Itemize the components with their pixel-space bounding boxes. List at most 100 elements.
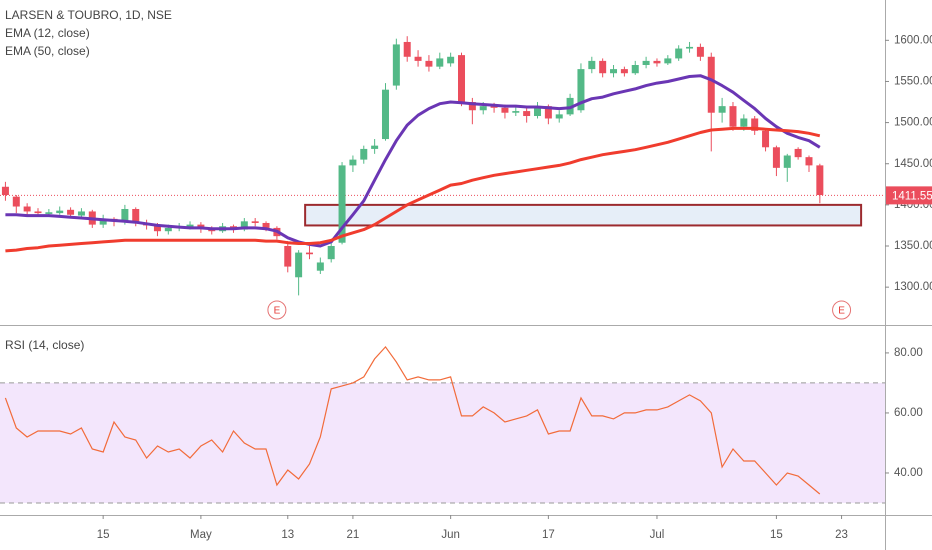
- y-tick-label: 1350.00: [894, 240, 932, 252]
- candle-body: [392, 44, 400, 86]
- event-marker: [832, 300, 852, 320]
- ema-line: [5, 126, 821, 253]
- candle-body: [544, 106, 552, 119]
- candle-body: [490, 106, 498, 108]
- candle-body: [295, 252, 303, 278]
- candle-body: [1, 186, 9, 195]
- last-price-box: [886, 186, 932, 205]
- rsi-line: [4, 345, 821, 495]
- candle-body: [783, 155, 791, 168]
- candle-body: [664, 58, 672, 64]
- y-tick-label: 40.00: [894, 467, 923, 479]
- candle-body: [805, 157, 813, 166]
- x-tick-label: May: [190, 529, 212, 541]
- candle-body: [349, 159, 357, 166]
- candle-body: [772, 147, 780, 168]
- candle-body: [751, 118, 759, 131]
- candle-body: [729, 106, 737, 127]
- x-tick-label: Jun: [441, 529, 460, 541]
- candle-body: [23, 206, 31, 212]
- candle-body: [381, 89, 389, 140]
- candle-body: [816, 165, 824, 195]
- y-tick-label: 60.00: [894, 407, 923, 419]
- x-tick-label: 13: [281, 529, 294, 541]
- candle-body: [67, 209, 75, 215]
- candle-body: [327, 246, 335, 260]
- candle-body: [675, 48, 683, 59]
- ema-line: [5, 74, 821, 248]
- candle-body: [240, 221, 248, 230]
- legend-entry: EMA (12, close): [5, 26, 90, 40]
- candle-body: [316, 262, 324, 271]
- legend-entry: EMA (50, close): [5, 44, 90, 58]
- candle-body: [99, 219, 107, 225]
- candle-body: [371, 145, 379, 149]
- candle-body: [458, 55, 466, 103]
- candle-body: [403, 41, 411, 57]
- candle-body: [305, 252, 313, 255]
- x-tick-label: 15: [97, 529, 110, 541]
- candle-body: [653, 60, 661, 64]
- candle-body: [479, 106, 487, 111]
- candle-body: [414, 56, 422, 61]
- candle-body: [599, 60, 607, 74]
- candle-body: [501, 107, 509, 113]
- candle-body: [534, 106, 542, 117]
- event-label: E: [274, 306, 281, 317]
- candle-body: [34, 211, 42, 214]
- candle-body: [468, 102, 476, 111]
- y-tick-label: 1500.00: [894, 117, 932, 129]
- candle-body: [718, 106, 726, 113]
- x-tick-label: Jul: [650, 529, 665, 541]
- candle-body: [12, 196, 20, 207]
- candle-body: [523, 111, 531, 117]
- candle-body: [436, 58, 444, 67]
- price-zone: [304, 203, 863, 227]
- candle-body: [77, 211, 85, 216]
- y-tick-label: 1600.00: [894, 34, 932, 46]
- candle-body: [132, 208, 140, 223]
- candle-body: [56, 210, 64, 214]
- candle-body: [686, 46, 694, 49]
- candle-body: [696, 46, 704, 57]
- chart-title: LARSEN & TOUBRO, 1D, NSE: [5, 8, 172, 22]
- candle-body: [740, 118, 748, 127]
- candle-body: [642, 60, 650, 65]
- candle-body: [262, 222, 270, 228]
- candle-body: [447, 56, 455, 64]
- candle-body: [566, 97, 574, 115]
- candle-body: [197, 224, 205, 228]
- x-tick-label: 17: [542, 529, 555, 541]
- candle-body: [577, 69, 585, 111]
- candle-body: [153, 225, 161, 232]
- rsi-band: [0, 382, 885, 503]
- candle-body: [588, 60, 596, 70]
- candle-body: [512, 111, 520, 113]
- y-tick-label: 1550.00: [894, 75, 932, 87]
- candle-body: [164, 227, 172, 232]
- candle-body: [555, 114, 563, 119]
- x-tick-label: 15: [770, 529, 783, 541]
- candle-body: [338, 165, 346, 243]
- x-tick-label: 21: [347, 529, 360, 541]
- event-marker: [267, 300, 287, 320]
- candle-body: [425, 60, 433, 67]
- candle-body: [762, 130, 770, 148]
- y-tick-label: 1300.00: [894, 281, 932, 293]
- candle-body: [707, 56, 715, 113]
- candle-body: [794, 148, 802, 158]
- event-label: E: [838, 306, 845, 317]
- y-tick-label: 80.00: [894, 347, 923, 359]
- candle-body: [186, 224, 194, 228]
- candle-body: [620, 69, 628, 74]
- pane-title: RSI (14, close): [5, 338, 84, 352]
- x-tick-label: 23: [835, 529, 848, 541]
- candle-body: [284, 246, 292, 267]
- candle-body: [251, 221, 259, 223]
- y-tick-label: 1450.00: [894, 158, 932, 170]
- candle-body: [631, 65, 639, 74]
- candle-body: [360, 148, 368, 160]
- candle-body: [121, 208, 129, 222]
- candle-body: [45, 212, 53, 214]
